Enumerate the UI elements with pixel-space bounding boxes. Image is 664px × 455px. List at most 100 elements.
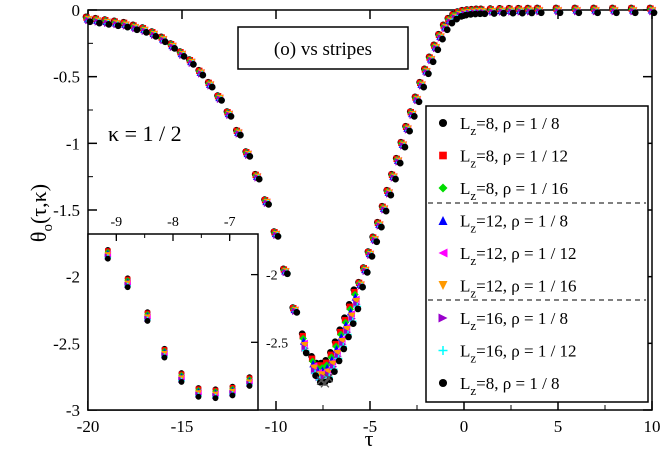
y-axis-title-main: θ: [26, 232, 51, 243]
x-tick-label: -10: [265, 417, 288, 436]
svg-text:θo(τ,κ): θo(τ,κ): [26, 184, 56, 242]
data-point: [152, 33, 160, 40]
data-point: [392, 175, 399, 183]
inset-data-point: [212, 395, 219, 402]
y-axis-title-sub: o: [40, 224, 56, 232]
x-tick-label: 10: [644, 417, 661, 436]
data-point: [105, 21, 113, 28]
data-point: [190, 61, 197, 68]
data-point: [354, 305, 362, 313]
legend-item: Lz=12, ρ = 1 / 12: [438, 244, 577, 268]
inset-data-points: [104, 246, 253, 402]
data-point: [575, 9, 583, 17]
legend-marker: [438, 378, 448, 388]
data-point: [401, 143, 409, 151]
data-point: [349, 320, 357, 327]
data-point: [208, 83, 216, 91]
data-point: [410, 113, 418, 120]
data-point: [338, 337, 347, 346]
legend-item: Lz=12, ρ = 1 / 8: [438, 212, 568, 236]
data-point: [415, 98, 423, 106]
data-point: [387, 191, 395, 199]
data-point: [528, 9, 536, 17]
data-point: [335, 357, 343, 365]
data-point: [302, 349, 310, 357]
legend-marker: [438, 183, 448, 193]
legend-label: Lz=8, ρ = 1 / 8: [460, 114, 560, 138]
y-axis-title-args: (τ,κ): [26, 184, 51, 224]
data-point: [96, 19, 103, 27]
data-point: [359, 283, 366, 291]
inset-data-point: [124, 284, 131, 291]
legend-label: Lz=16, ρ = 1 / 12: [460, 342, 577, 366]
legend-label: Lz=8, ρ = 1 / 16: [460, 179, 568, 203]
main-data-points: [82, 4, 658, 388]
data-point: [537, 9, 545, 17]
data-point: [443, 26, 451, 34]
inset-data-point: [178, 378, 185, 385]
legend-marker: [439, 151, 447, 160]
legend-label: Lz=8, ρ = 1 / 8: [460, 374, 560, 398]
legend-marker: [438, 216, 448, 225]
data-point: [255, 175, 263, 183]
data-point: [133, 26, 141, 34]
legend-item: Lz=12, ρ = 1 / 16: [438, 277, 577, 301]
data-point: [378, 223, 385, 231]
data-point: [519, 9, 526, 17]
legend-label: Lz=12, ρ = 1 / 8: [460, 212, 568, 236]
data-point: [333, 349, 342, 358]
legend-label: Lz=8, ρ = 1 / 12: [460, 147, 568, 171]
data-point: [331, 368, 338, 375]
data-point: [340, 345, 348, 353]
x-tick-label: 0: [460, 417, 469, 436]
inset-y-tick-label: -2.5: [266, 336, 288, 351]
data-point: [246, 153, 254, 160]
inset-data-point: [104, 255, 111, 262]
data-point: [180, 53, 188, 60]
y-tick-label: -3: [66, 401, 80, 420]
inset-x-tick-label: -9: [110, 215, 122, 230]
data-point: [594, 9, 601, 17]
chart-title: (o) vs stripes: [274, 39, 372, 60]
data-point: [161, 38, 169, 46]
data-point: [316, 376, 326, 386]
data-point: [396, 159, 404, 167]
inset-data-point: [246, 383, 253, 389]
data-point: [86, 18, 94, 26]
data-point: [509, 9, 517, 17]
y-tick-label: -0.5: [53, 68, 80, 87]
data-point: [476, 10, 484, 18]
legend-label: Lz=12, ρ = 1 / 16: [460, 277, 577, 301]
x-tick-label: -20: [77, 417, 100, 436]
inset-series-8: [104, 255, 253, 402]
inset-data-point: [161, 354, 168, 361]
data-point: [490, 10, 498, 17]
data-point: [343, 325, 351, 334]
data-point: [500, 9, 507, 17]
data-point: [352, 297, 361, 306]
data-point: [481, 10, 489, 18]
legend-item: Lz=16, ρ = 1 / 12: [438, 342, 577, 366]
data-point: [420, 83, 428, 91]
legend-marker: [438, 346, 448, 355]
data-point: [114, 22, 122, 30]
data-point: [368, 253, 376, 260]
title-box: [237, 26, 409, 70]
inset-x-tick-label: -7: [224, 215, 236, 230]
inset-frame: [87, 233, 259, 411]
legend-marker: [438, 281, 448, 290]
y-tick-label: 0: [72, 1, 81, 20]
inset-y-tick-label: -2: [266, 269, 278, 284]
data-point: [650, 9, 658, 17]
data-point: [345, 333, 352, 341]
data-point: [439, 35, 446, 43]
data-point: [320, 378, 330, 388]
inset-x-tick-label: -8: [167, 215, 179, 230]
x-tick-label: -5: [363, 417, 377, 436]
x-axis-title: τ: [365, 426, 374, 451]
legend-item: Lz=16, ρ = 1 / 8: [438, 309, 568, 333]
data-point: [429, 58, 437, 66]
y-tick-label: -1.5: [53, 201, 80, 220]
data-point: [227, 113, 235, 120]
